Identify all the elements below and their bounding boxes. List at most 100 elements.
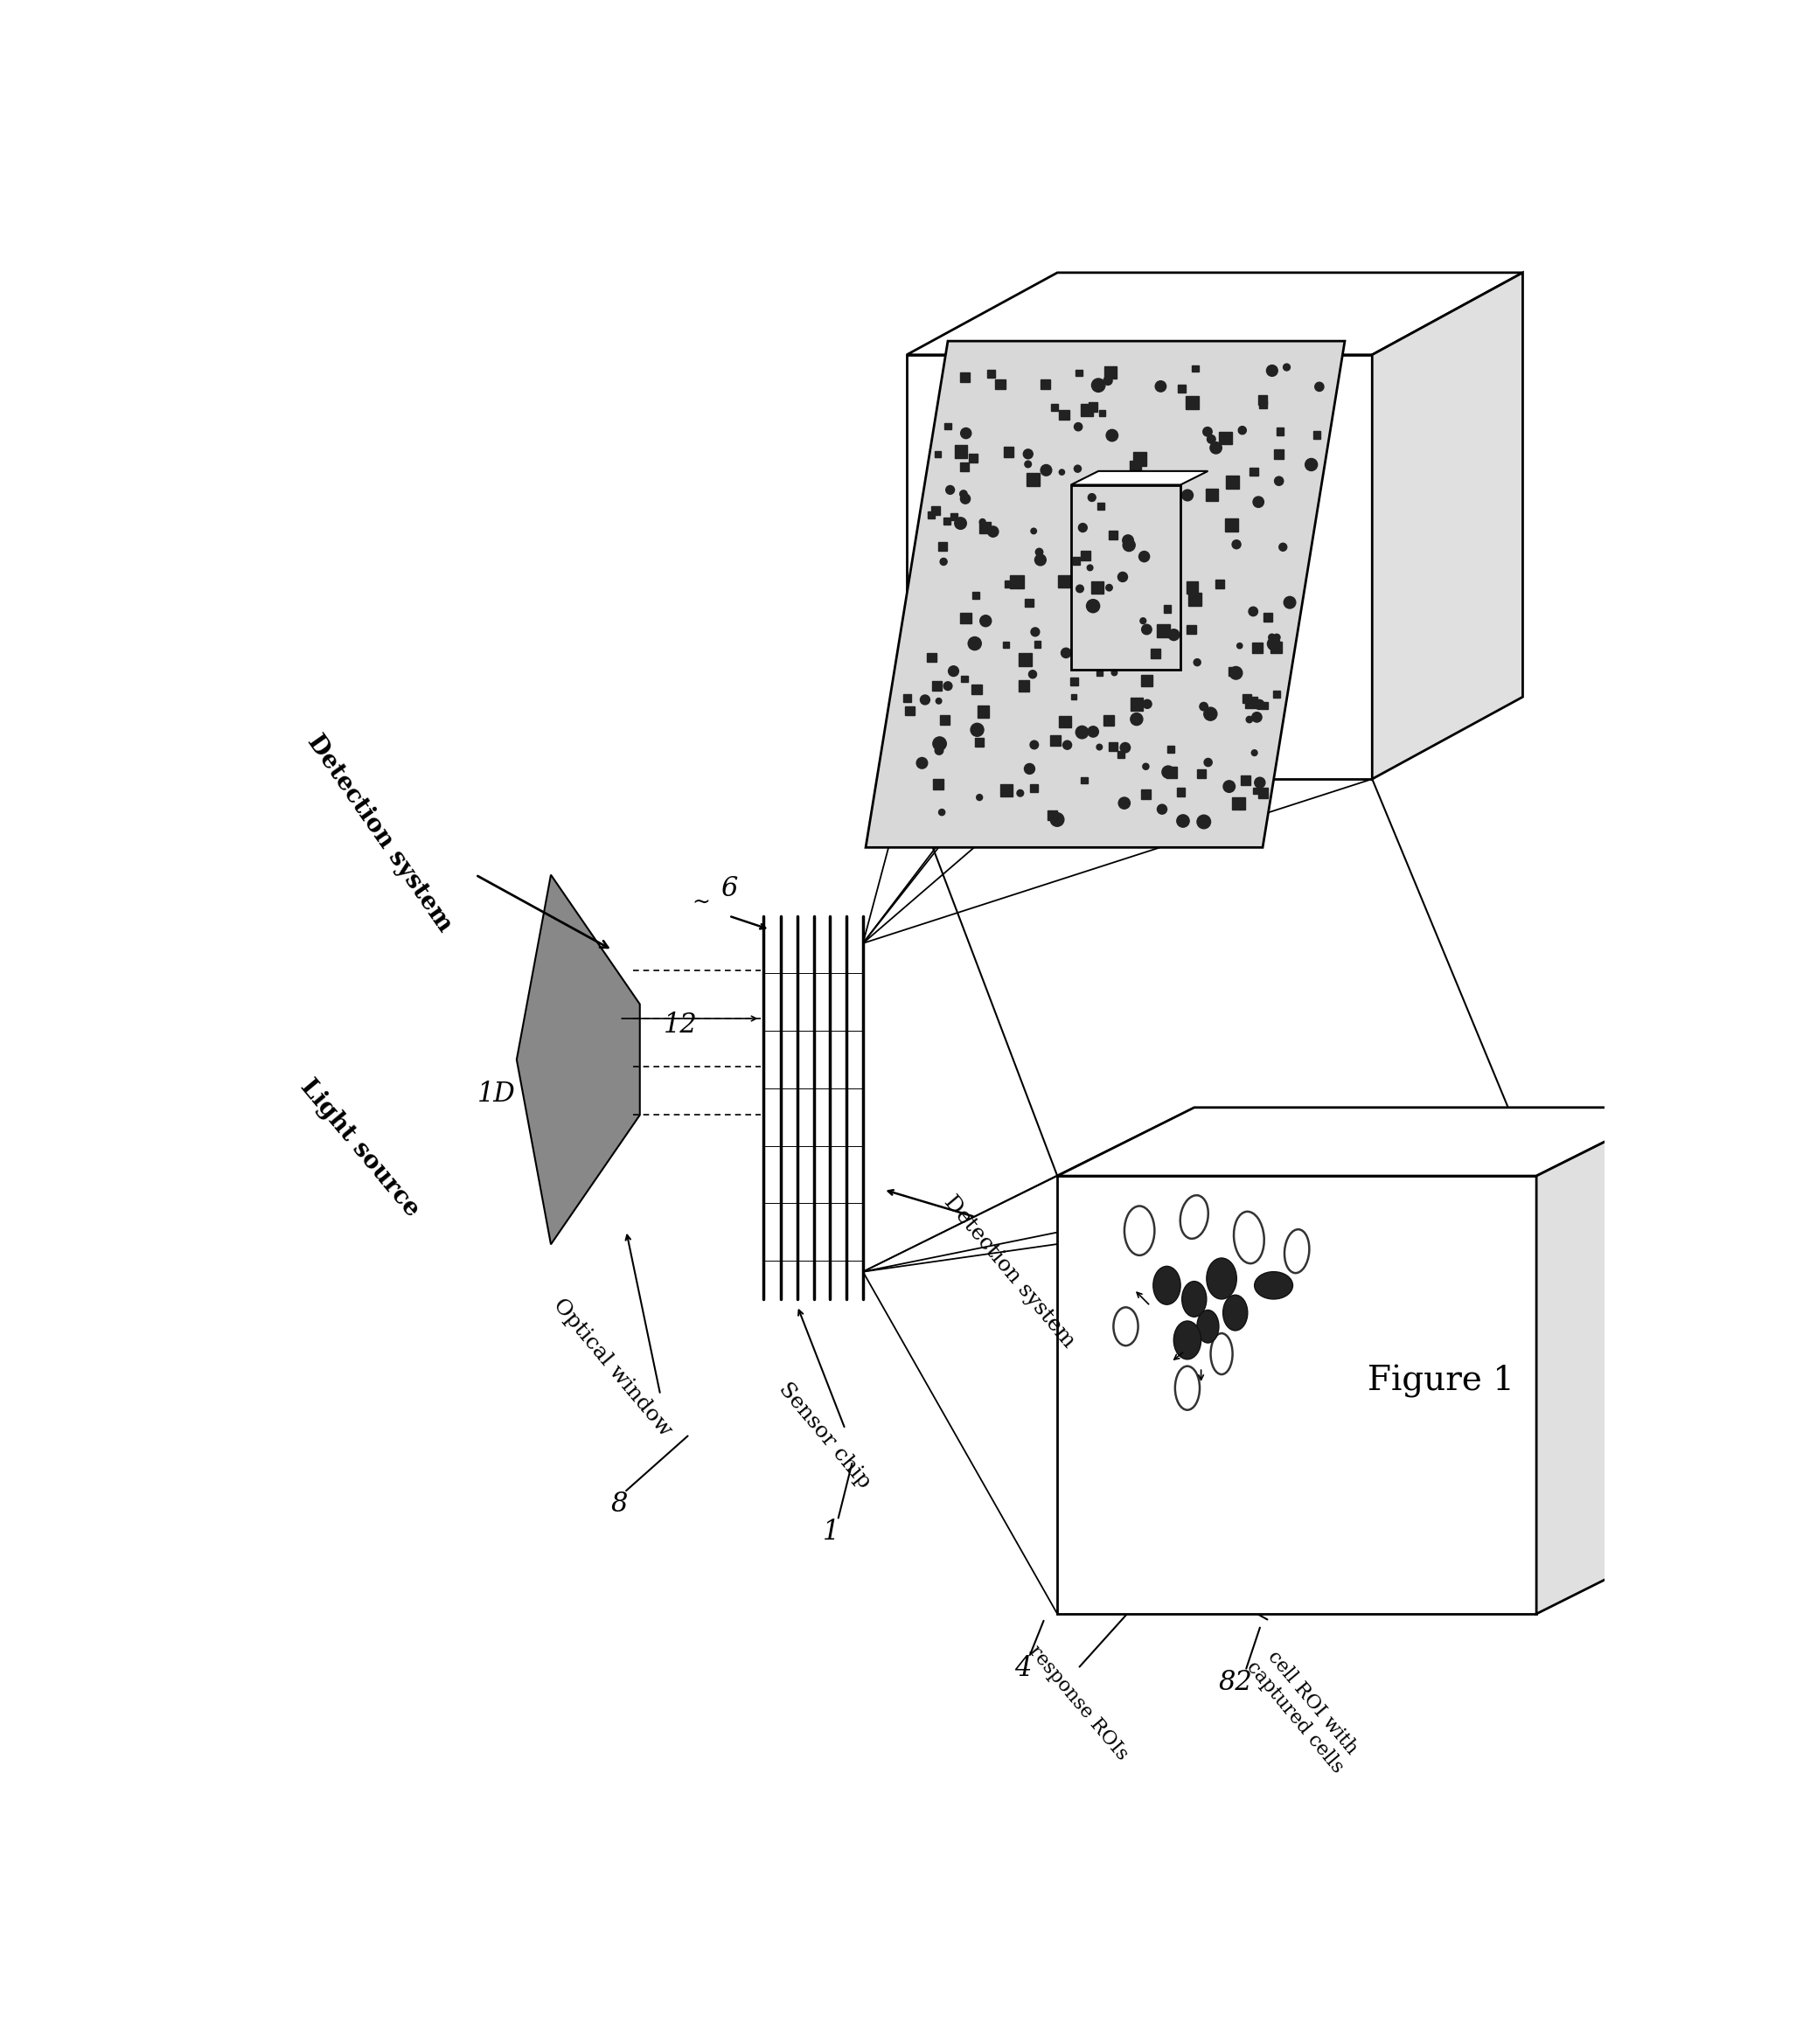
Bar (1133, 452, 1146, 466)
Bar (1051, 736, 1061, 746)
Circle shape (979, 519, 986, 525)
Ellipse shape (1153, 1265, 1180, 1304)
Bar (1060, 715, 1070, 728)
Bar (961, 613, 972, 623)
Bar (1081, 403, 1094, 415)
Circle shape (1268, 634, 1275, 640)
Circle shape (1306, 458, 1318, 470)
Bar (1130, 699, 1142, 711)
Circle shape (1121, 742, 1130, 752)
Bar (943, 517, 950, 525)
Bar (1140, 789, 1151, 799)
Bar (972, 685, 982, 695)
Circle shape (946, 486, 954, 495)
Circle shape (1029, 670, 1036, 679)
Polygon shape (1536, 1108, 1674, 1615)
Bar (1108, 742, 1117, 752)
Bar (1225, 519, 1237, 531)
Polygon shape (1058, 1175, 1536, 1615)
Circle shape (1194, 658, 1202, 666)
Circle shape (1167, 630, 1180, 640)
Bar (930, 505, 941, 515)
Bar (1241, 777, 1250, 785)
Polygon shape (1058, 1108, 1674, 1175)
Polygon shape (1070, 470, 1209, 484)
Circle shape (936, 746, 943, 754)
Bar (938, 542, 946, 550)
Circle shape (1200, 703, 1209, 711)
Text: Figure 1: Figure 1 (1367, 1365, 1514, 1398)
Circle shape (1268, 638, 1281, 650)
Bar (1205, 489, 1218, 501)
Bar (972, 593, 979, 599)
Text: Detection system: Detection system (304, 732, 456, 936)
Bar (1040, 378, 1051, 388)
Bar (1185, 580, 1198, 593)
Bar (1117, 750, 1124, 758)
Text: 82: 82 (1218, 1668, 1252, 1697)
Circle shape (932, 738, 946, 750)
Circle shape (1284, 597, 1295, 609)
Bar (1105, 366, 1117, 378)
Circle shape (1211, 442, 1221, 454)
Circle shape (1017, 789, 1024, 797)
Bar (1164, 605, 1171, 613)
Bar (1070, 679, 1078, 685)
Bar (1219, 431, 1232, 444)
Text: 4: 4 (1015, 1656, 1031, 1682)
Circle shape (1024, 450, 1033, 458)
Bar (1261, 701, 1268, 709)
Bar (1243, 695, 1252, 703)
Circle shape (970, 724, 984, 736)
Bar (1313, 431, 1320, 439)
Circle shape (1026, 460, 1031, 468)
Bar (988, 370, 995, 378)
Bar (961, 677, 968, 683)
Bar (1270, 642, 1282, 652)
Bar (927, 511, 934, 519)
Bar (1178, 384, 1185, 392)
Bar (975, 738, 984, 746)
Circle shape (1040, 464, 1052, 476)
Bar (1047, 809, 1058, 820)
Circle shape (1092, 378, 1105, 392)
Bar (932, 681, 941, 691)
Bar (1187, 625, 1196, 634)
Bar (1088, 403, 1097, 411)
Circle shape (959, 491, 968, 497)
Circle shape (1176, 816, 1189, 828)
Bar (1277, 427, 1284, 435)
Bar (1018, 652, 1031, 666)
Circle shape (1173, 472, 1180, 478)
Ellipse shape (1196, 1310, 1219, 1343)
Circle shape (1252, 750, 1257, 756)
Circle shape (1024, 764, 1034, 775)
Bar (905, 705, 914, 715)
Bar (959, 462, 970, 472)
Circle shape (1074, 423, 1083, 431)
Circle shape (968, 638, 981, 650)
Circle shape (1088, 726, 1099, 738)
Bar (1140, 675, 1153, 687)
Bar (977, 705, 990, 717)
Circle shape (988, 525, 999, 538)
Bar (1167, 746, 1175, 752)
Bar (1232, 797, 1245, 809)
Bar (1097, 503, 1105, 509)
Circle shape (1203, 758, 1212, 766)
Bar (968, 454, 977, 462)
Bar (959, 372, 970, 382)
Text: 8: 8 (611, 1490, 629, 1519)
Bar (1018, 681, 1029, 691)
Bar (1081, 777, 1087, 783)
Bar (1259, 401, 1266, 409)
Ellipse shape (1254, 1271, 1293, 1300)
Text: ~: ~ (691, 891, 711, 912)
Circle shape (1078, 523, 1087, 531)
Circle shape (1140, 617, 1146, 623)
Circle shape (981, 615, 991, 628)
Circle shape (1034, 554, 1045, 566)
Circle shape (1315, 382, 1324, 390)
Bar (945, 423, 952, 429)
Circle shape (1203, 427, 1212, 435)
